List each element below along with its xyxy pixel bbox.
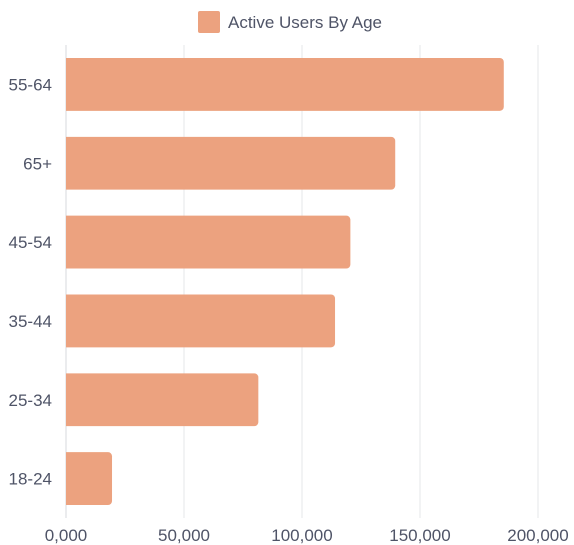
legend-label: Active Users By Age: [228, 13, 382, 32]
legend-swatch: [198, 11, 220, 33]
y-tick-label: 45-54: [9, 233, 52, 252]
y-axis-labels: 55-64 65+ 45-54 35-44 25-34 18-24: [9, 75, 53, 488]
bar-18-24[interactable]: [66, 452, 113, 505]
bar-25-34[interactable]: [66, 373, 259, 427]
y-tick-label: 35-44: [9, 312, 52, 331]
x-axis-labels: 0,000 50,000 100,000 150,000 200,000: [45, 526, 569, 545]
y-tick-label: 65+: [23, 154, 52, 173]
x-tick-label: 200,000: [507, 526, 568, 545]
bar-55-64[interactable]: [66, 58, 504, 111]
x-tick-label: 0,000: [45, 526, 88, 545]
x-tick-label: 50,000: [158, 526, 210, 545]
x-tick-label: 150,000: [389, 526, 450, 545]
gridlines: [65, 45, 539, 518]
y-tick-label: 55-64: [9, 75, 52, 94]
bar-65+[interactable]: [66, 136, 396, 190]
y-tick-label: 18-24: [9, 470, 52, 489]
y-tick-label: 25-34: [9, 391, 52, 410]
bar-45-54[interactable]: [66, 215, 351, 269]
legend[interactable]: Active Users By Age: [198, 11, 382, 33]
bars: [66, 58, 504, 505]
bar-35-44[interactable]: [66, 294, 336, 348]
x-tick-label: 100,000: [271, 526, 332, 545]
